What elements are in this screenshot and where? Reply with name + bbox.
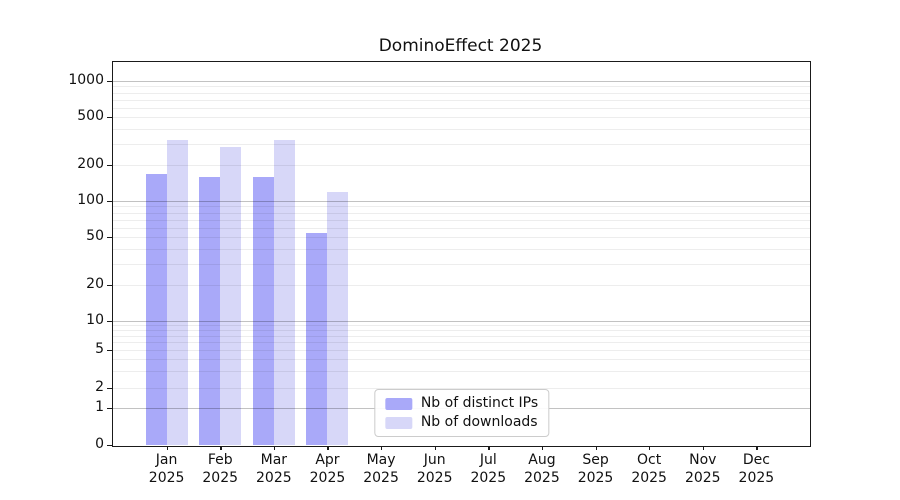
gridline-minor <box>113 143 810 145</box>
x-tick-label-line: 2025 <box>256 470 292 486</box>
y-tick-mark <box>107 117 112 119</box>
y-tick-label: 1 <box>95 399 104 415</box>
legend-swatch-downloads <box>384 416 412 429</box>
x-tick-label-line: 2025 <box>577 470 614 486</box>
y-tick-mark <box>107 201 112 203</box>
x-tick-label-line: 2025 <box>148 470 185 486</box>
x-tick-label-line: 2025 <box>631 470 667 486</box>
x-tick-mark <box>595 446 597 450</box>
x-tick-label-line: May <box>366 452 396 468</box>
x-tick-mark <box>327 446 329 450</box>
legend-item-downloads: Nb of downloads <box>384 414 538 430</box>
y-tick-label: 2 <box>95 379 104 395</box>
x-tick-label: Jan 2025 <box>149 451 185 487</box>
x-tick-label: Nov 2025 <box>685 451 721 487</box>
y-tick-label: 100 <box>77 192 104 208</box>
x-tick-label-line: 2025 <box>363 470 399 486</box>
x-tick-label-line: Nov <box>689 452 717 468</box>
x-tick-label: Mar 2025 <box>256 451 292 487</box>
x-tick-label-line: Jun <box>423 452 446 468</box>
x-tick-label-line: 2025 <box>524 470 560 486</box>
gridline-minor <box>113 107 810 109</box>
gridline-minor <box>113 165 810 166</box>
x-tick-label-line: 2025 <box>416 470 453 486</box>
legend-label-distinct-ips: Nb of distinct IPs <box>420 395 539 411</box>
gridline-minor <box>113 99 810 101</box>
bar-downloads <box>166 140 188 445</box>
x-tick-label: Aug 2025 <box>524 451 560 487</box>
gridline-minor <box>113 92 810 94</box>
y-tick-label: 500 <box>77 108 104 124</box>
x-tick-mark <box>488 446 490 450</box>
gridline-major <box>113 81 810 82</box>
x-tick-mark <box>273 446 276 450</box>
gridline-minor <box>113 117 810 118</box>
x-tick-label: Dec 2025 <box>739 451 775 487</box>
x-tick-mark <box>381 446 383 450</box>
x-tick-label: Feb 2025 <box>202 451 238 487</box>
legend-label-downloads: Nb of downloads <box>420 414 538 430</box>
x-tick-label-line: Feb <box>207 452 233 468</box>
legend: Nb of distinct IPs Nb of downloads <box>373 389 550 437</box>
x-tick-mark <box>702 446 705 450</box>
gridline-minor <box>113 128 810 130</box>
x-tick-label-line: Jan <box>155 452 178 468</box>
plot-area: Jan 2025 Feb 2025 Mar 2025 Apr 2025 May 2025 Jun 20… <box>107 61 811 486</box>
y-tick-label: 5 <box>95 341 104 357</box>
x-tick-mark <box>541 446 544 450</box>
x-tick-label-line: Dec <box>742 452 770 468</box>
legend-swatch-distinct-ips <box>384 397 412 410</box>
bar-distinct-ips <box>199 176 221 445</box>
x-tick-label: Jun 2025 <box>417 451 453 487</box>
x-tick-mark <box>220 446 222 450</box>
x-tick-label-line: Jul <box>479 452 497 468</box>
x-tick-label-line: 2025 <box>202 470 239 486</box>
y-tick-label: 1000 <box>68 72 104 88</box>
bar-distinct-ips <box>306 233 328 445</box>
x-tick-label: Oct 2025 <box>631 451 667 487</box>
x-tick-label-line: 2025 <box>309 470 346 486</box>
x-tick-mark <box>756 446 758 450</box>
y-tick-mark <box>107 81 112 83</box>
legend-item-distinct-ips: Nb of distinct IPs <box>384 395 539 411</box>
x-tick-mark <box>649 446 651 450</box>
y-tick-mark <box>107 445 112 447</box>
x-tick-label-line: 2025 <box>470 470 507 486</box>
bar-distinct-ips <box>252 176 274 445</box>
x-tick-label-line: Mar <box>260 452 288 468</box>
gridline-minor <box>113 86 810 88</box>
x-tick-label-line: 2025 <box>738 470 775 486</box>
y-tick-label: 20 <box>86 276 104 292</box>
y-tick-label: 200 <box>77 156 104 172</box>
y-tick-label: 10 <box>86 312 104 328</box>
y-tick-mark <box>107 388 112 390</box>
chart-title: DominoEffect 2025 <box>378 36 543 56</box>
x-tick-label-line: Apr <box>315 452 340 468</box>
bar-distinct-ips <box>145 174 167 445</box>
y-tick-mark <box>107 408 112 410</box>
y-tick-label: 50 <box>86 228 104 244</box>
y-tick-label: 0 <box>95 436 104 452</box>
x-tick-label: May 2025 <box>363 451 399 487</box>
y-tick-mark <box>107 321 112 323</box>
x-tick-label-line: Oct <box>637 452 662 468</box>
x-tick-label-line: 2025 <box>684 470 721 486</box>
y-tick-mark <box>107 350 112 352</box>
x-tick-mark <box>166 446 168 450</box>
y-tick-mark <box>107 165 112 167</box>
x-tick-label-line: Sep <box>582 452 609 468</box>
y-tick-mark <box>107 237 112 239</box>
bar-downloads <box>220 146 242 445</box>
x-tick-label: Apr 2025 <box>310 451 346 487</box>
x-tick-label-line: Aug <box>528 452 556 468</box>
y-tick-mark <box>107 285 112 287</box>
bar-downloads <box>273 140 295 445</box>
bar-downloads <box>327 192 349 445</box>
x-tick-mark <box>434 446 436 450</box>
x-tick-label: Sep 2025 <box>578 451 614 487</box>
x-tick-label: Jul 2025 <box>470 451 506 487</box>
